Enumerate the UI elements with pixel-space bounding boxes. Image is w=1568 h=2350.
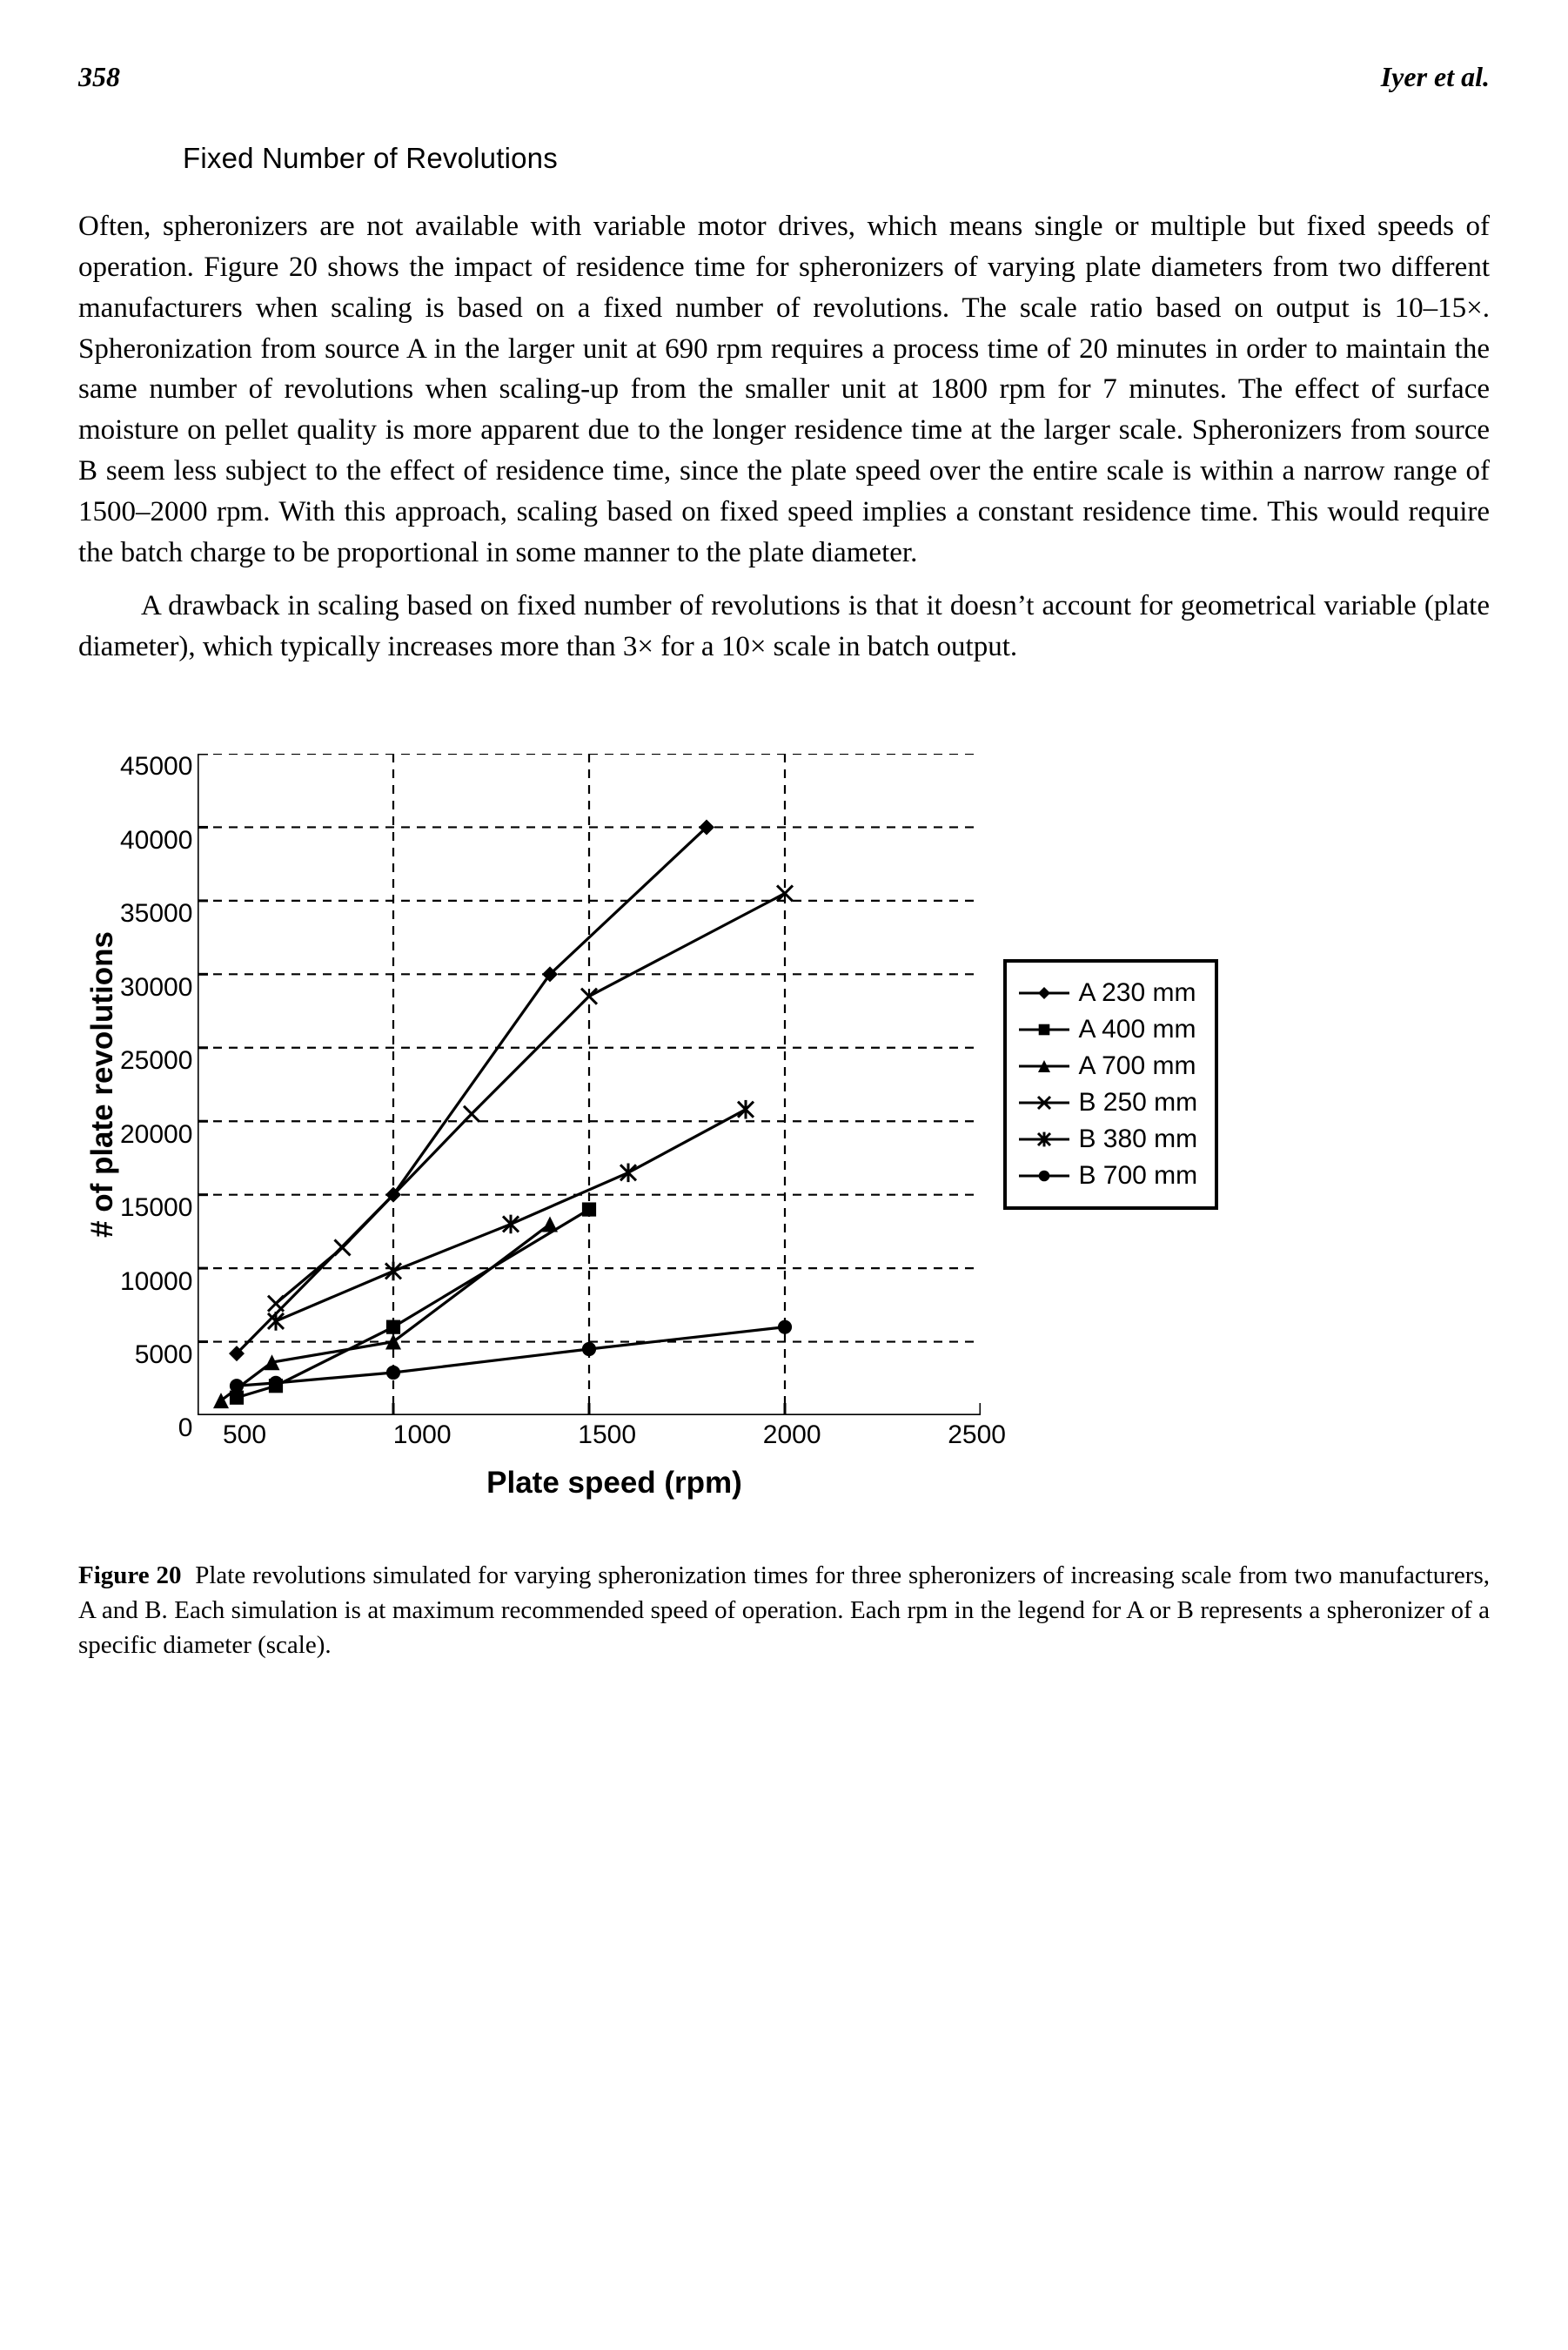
legend-label: A 400 mm (1078, 1015, 1196, 1044)
x-axis-ticks: 500 1000 1500 2000 2500 (223, 1420, 1006, 1450)
legend-item: A 230 mm (1019, 978, 1197, 1008)
x-tick-label: 1500 (578, 1420, 636, 1450)
line-chart (198, 754, 981, 1415)
legend-marker-icon (1019, 1165, 1069, 1186)
figure-caption-label: Figure 20 (78, 1561, 182, 1589)
x-tick-label: 500 (223, 1420, 266, 1450)
legend-marker-icon (1019, 1129, 1069, 1150)
legend-item: B 250 mm (1019, 1088, 1197, 1118)
legend-label: B 380 mm (1078, 1125, 1197, 1154)
legend-marker-icon (1019, 983, 1069, 1004)
x-tick-label: 2500 (948, 1420, 1006, 1450)
legend-marker-icon (1019, 1092, 1069, 1113)
paragraph-2: A drawback in scaling based on fixed num… (78, 586, 1490, 668)
chart-area: # of plate revolutions 45000400003500030… (78, 754, 1490, 1415)
legend-item: B 700 mm (1019, 1161, 1197, 1191)
legend-item: A 400 mm (1019, 1015, 1197, 1044)
x-axis-label: Plate speed (rpm) (223, 1466, 1006, 1501)
x-tick-label: 1000 (393, 1420, 452, 1450)
legend-item: A 700 mm (1019, 1051, 1197, 1081)
legend-label: A 700 mm (1078, 1051, 1196, 1081)
legend-label: B 250 mm (1078, 1088, 1197, 1118)
figure-caption: Figure 20 Plate revolutions simulated fo… (78, 1558, 1490, 1662)
page-number: 358 (78, 61, 120, 93)
figure-20: # of plate revolutions 45000400003500030… (78, 754, 1490, 1662)
x-tick-label: 2000 (763, 1420, 821, 1450)
section-heading: Fixed Number of Revolutions (183, 142, 1490, 175)
paragraph-1: Often, spheronizers are not available wi… (78, 206, 1490, 574)
running-header: 358 Iyer et al. (78, 61, 1490, 93)
legend-item: B 380 mm (1019, 1125, 1197, 1154)
y-axis-label: # of plate revolutions (78, 754, 120, 1415)
figure-caption-text: Plate revolutions simulated for varying … (78, 1561, 1490, 1659)
legend-label: A 230 mm (1078, 978, 1196, 1008)
legend-label: B 700 mm (1078, 1161, 1197, 1191)
legend-marker-icon (1019, 1019, 1069, 1040)
y-axis-ticks: 4500040000350003000025000200001500010000… (120, 754, 198, 1415)
chart-legend: A 230 mm A 400 mm A 700 mm B 250 mm B 380 mm… (1003, 959, 1218, 1210)
running-head-author: Iyer et al. (1381, 61, 1490, 93)
legend-marker-icon (1019, 1056, 1069, 1077)
